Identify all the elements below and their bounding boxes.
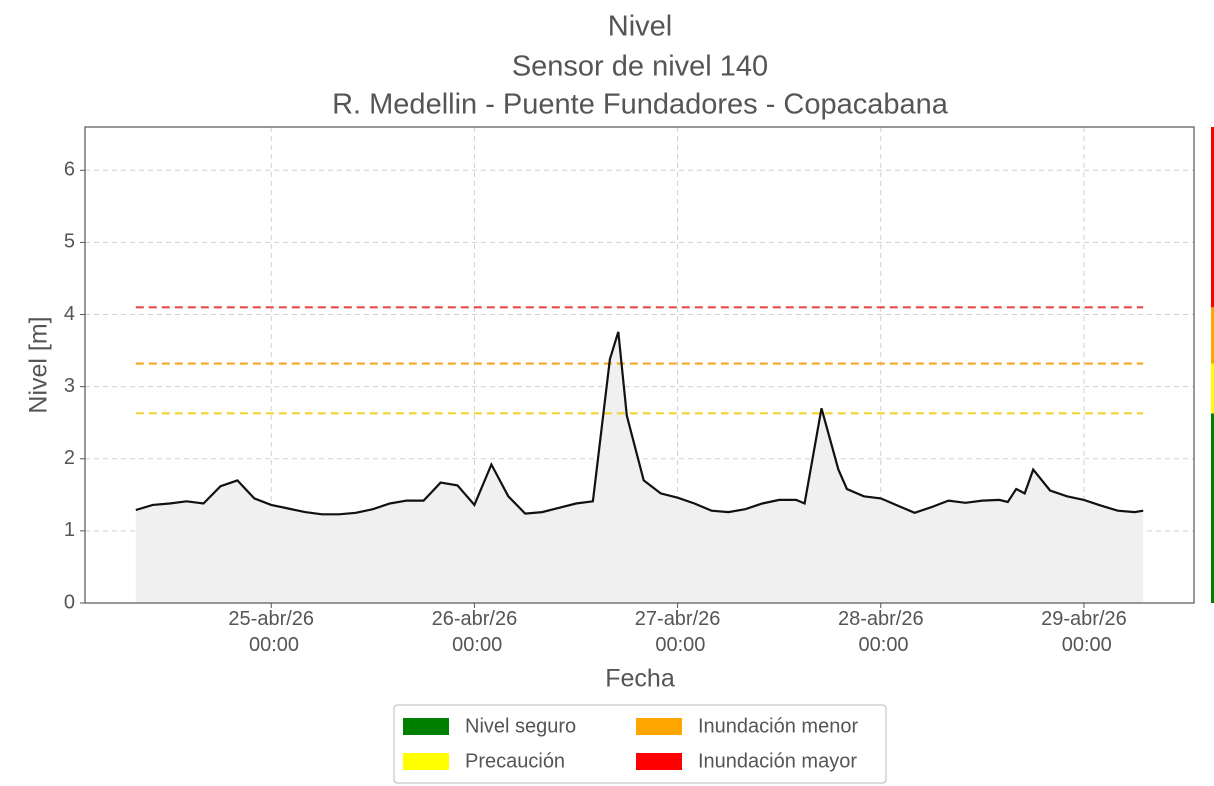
chart-title: Nivel xyxy=(608,11,672,43)
level-bar xyxy=(1211,307,1214,364)
level-bar xyxy=(1211,363,1214,414)
y-tick-label: 1 xyxy=(64,519,75,541)
line xyxy=(135,331,1144,516)
y-tick-label: 0 xyxy=(64,591,75,613)
legend-label: Precaución xyxy=(465,750,565,772)
level-bar xyxy=(1211,413,1214,603)
y-tick-label: 2 xyxy=(64,447,75,469)
chart-title: R. Medellin - Puente Fundadores - Copaca… xyxy=(332,89,949,121)
y-tick-label: 3 xyxy=(64,375,75,397)
x-tick-label: 29-abr/26 00:00 xyxy=(1041,608,1127,656)
legend-swatch xyxy=(403,753,449,770)
x-tick-label: 26-abr/26 00:00 xyxy=(432,608,518,656)
y-axis-label: Nivel [m] xyxy=(25,316,53,413)
y-tick-label: 6 xyxy=(64,159,75,181)
legend-box xyxy=(393,704,887,784)
legend-label: Inundación menor xyxy=(698,715,858,737)
x-tick-label: 25-abr/26 00:00 xyxy=(228,608,314,656)
y-tick-label: 5 xyxy=(64,231,75,253)
plot-frame xyxy=(84,126,1195,604)
legend-swatch xyxy=(636,718,682,735)
y-tick-label: 4 xyxy=(64,303,75,325)
legend-swatch xyxy=(403,718,449,735)
chart-title: Sensor de nivel 140 xyxy=(512,51,768,83)
x-tick-label: 27-abr/26 00:00 xyxy=(635,608,721,656)
legend-label: Inundación mayor xyxy=(698,750,857,772)
legend-swatch xyxy=(636,753,682,770)
level-bar xyxy=(1211,127,1214,308)
legend-label: Nivel seguro xyxy=(465,715,576,737)
x-axis-label: Fecha xyxy=(605,665,675,693)
x-tick-label: 28-abr/26 00:00 xyxy=(838,608,924,656)
